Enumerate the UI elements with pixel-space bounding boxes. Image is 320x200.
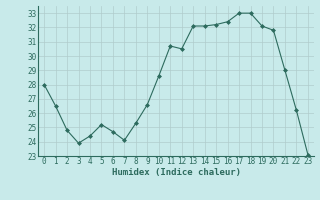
X-axis label: Humidex (Indice chaleur): Humidex (Indice chaleur)	[111, 168, 241, 177]
